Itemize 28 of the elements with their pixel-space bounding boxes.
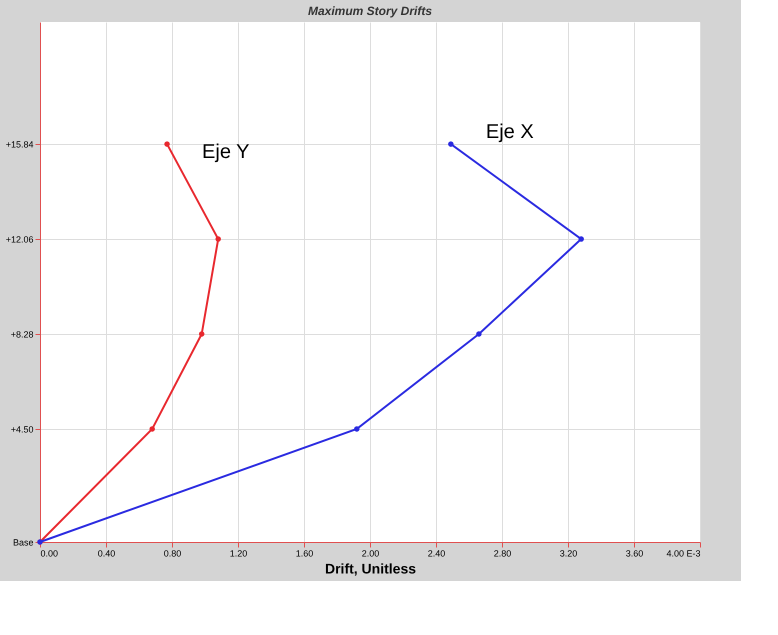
point [448,141,454,147]
x-tick-label: 0.80 [164,548,182,558]
y-tick-label: Base [12,538,34,548]
x-tick-label: 0.00 [40,548,58,558]
x-tick-label: 3.60 [626,548,644,558]
x-tick-label: 1.60 [296,548,314,558]
x-axis-title: Drift, Unitless [324,560,416,576]
x-tick-label: 1.20 [230,548,248,558]
y-tick-label: +15.84 [6,140,34,150]
series-label: Eje Y [202,141,250,164]
x-tick-label: 0.40 [98,548,116,558]
point [578,236,584,242]
y-tick-label: +12.06 [6,234,34,245]
y-tick-label: +8.28 [10,330,34,340]
y-tick-label: +4.50 [10,424,34,434]
x-tick-label: 2.40 [428,548,446,558]
point [149,426,155,432]
point [476,331,482,337]
x-tick-label: 2.00 [362,548,380,558]
point [198,331,204,337]
x-tick-label: 4.00 E-3 [666,548,700,558]
point [215,236,221,242]
chart-title: Maximum Story Drifts [308,4,432,18]
series-label: Eje X [486,121,534,144]
point [164,141,170,147]
x-tick-label: 2.80 [494,548,512,558]
x-tick-label: 3.20 [560,548,578,558]
point [354,426,360,432]
